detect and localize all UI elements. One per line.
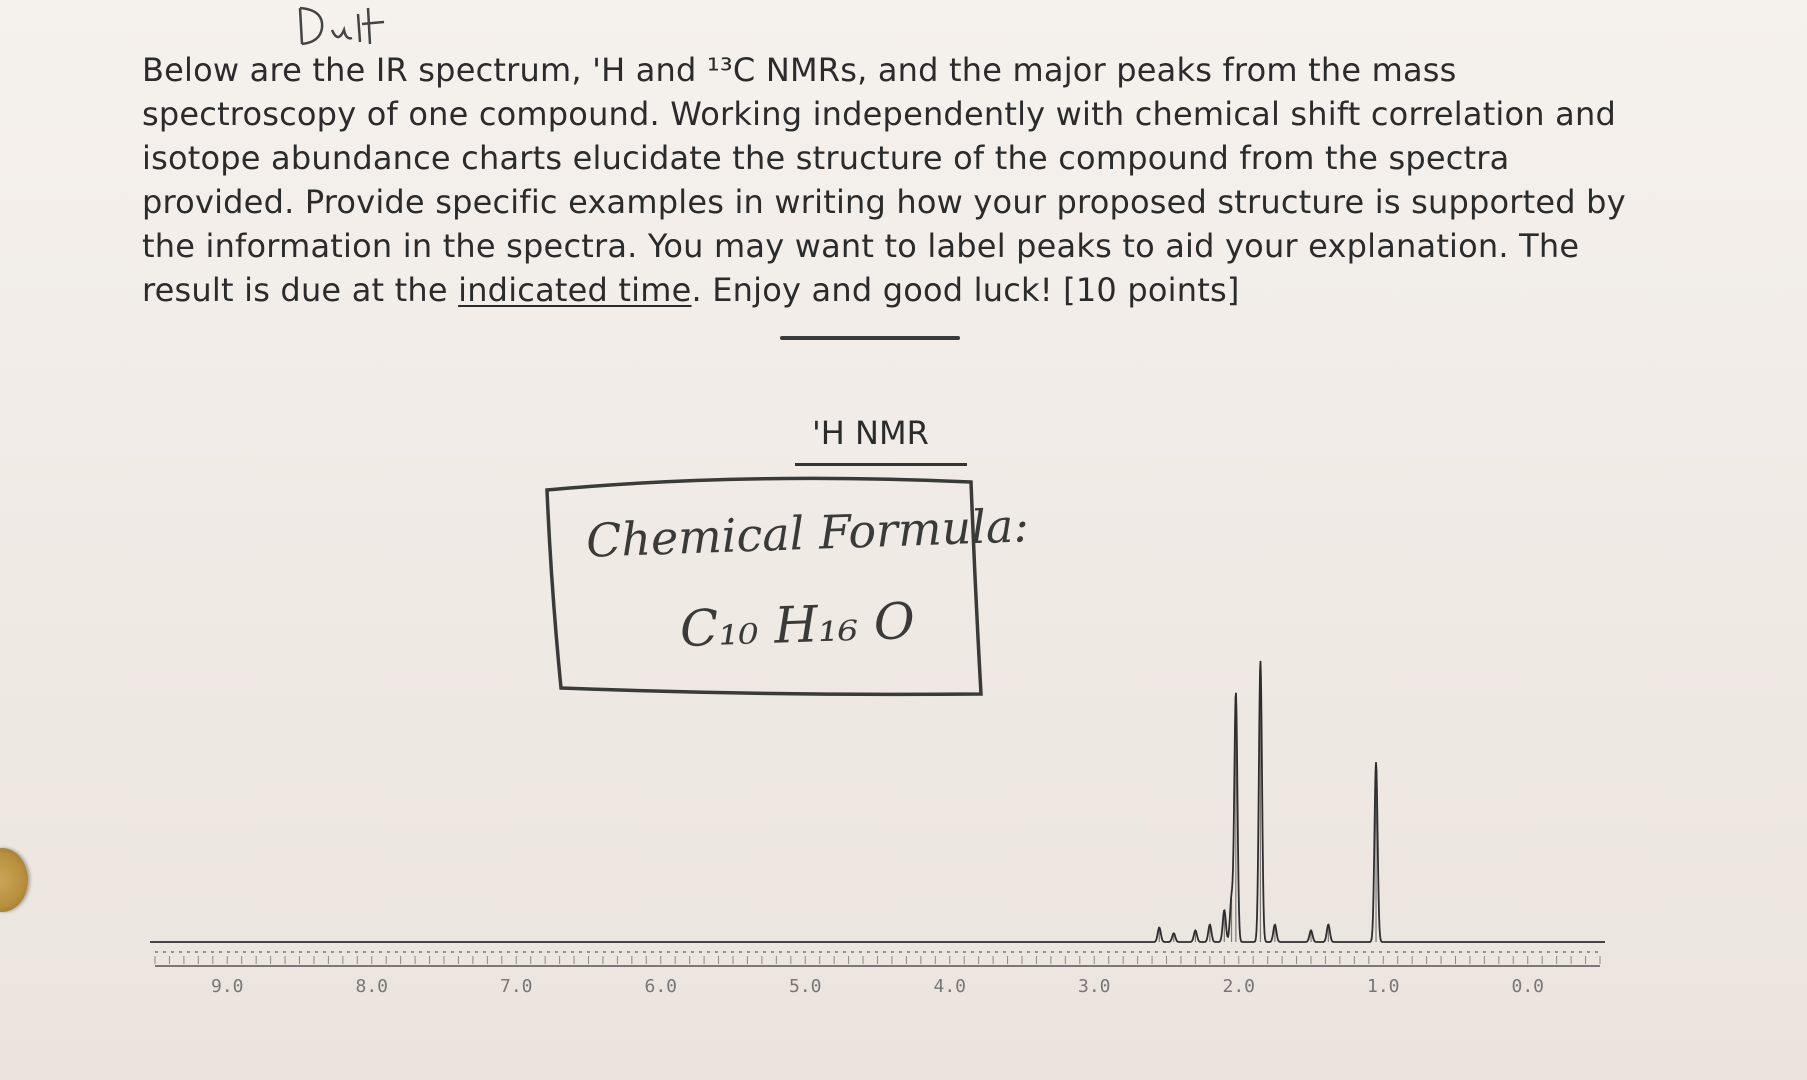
- axis-group: [154, 951, 1601, 967]
- nmr-title-underline: [795, 463, 967, 466]
- tick-label: 7.0: [500, 976, 533, 997]
- draft-handwritten-mark: [298, 6, 385, 46]
- tick-label: 8.0: [355, 976, 388, 997]
- formula-box: [545, 476, 983, 697]
- tick-label: 6.0: [644, 976, 677, 997]
- tick-label: 3.0: [1078, 976, 1111, 997]
- spectrum-trace: [150, 660, 1605, 943]
- nmr-spectrum-chart: 9.0 8.0 7.0 6.0 5.0 4.0 3.0 2.0 1.0 0.0: [150, 660, 1605, 997]
- nmr-title: 'H NMR: [812, 414, 929, 452]
- tick-label: 5.0: [789, 976, 822, 997]
- handwritten-underline: [780, 336, 960, 340]
- tick-label: 1.0: [1367, 976, 1400, 997]
- tick-group: 9.0 8.0 7.0 6.0 5.0 4.0 3.0 2.0 1.0 0.0: [211, 976, 1544, 997]
- tick-label: 2.0: [1222, 976, 1255, 997]
- tick-label: 0.0: [1511, 976, 1544, 997]
- instructions-underlined-text: indicated time: [458, 271, 692, 309]
- tick-label: 4.0: [933, 976, 966, 997]
- tick-label: 9.0: [211, 976, 244, 997]
- instructions-text-2: . Enjoy and good luck! [10 points]: [691, 271, 1240, 309]
- instructions-text-1: Below are the IR spectrum, 'H and ¹³C NM…: [142, 51, 1626, 309]
- instructions-paragraph: Below are the IR spectrum, 'H and ¹³C NM…: [142, 48, 1642, 312]
- peak-group: [150, 660, 1605, 943]
